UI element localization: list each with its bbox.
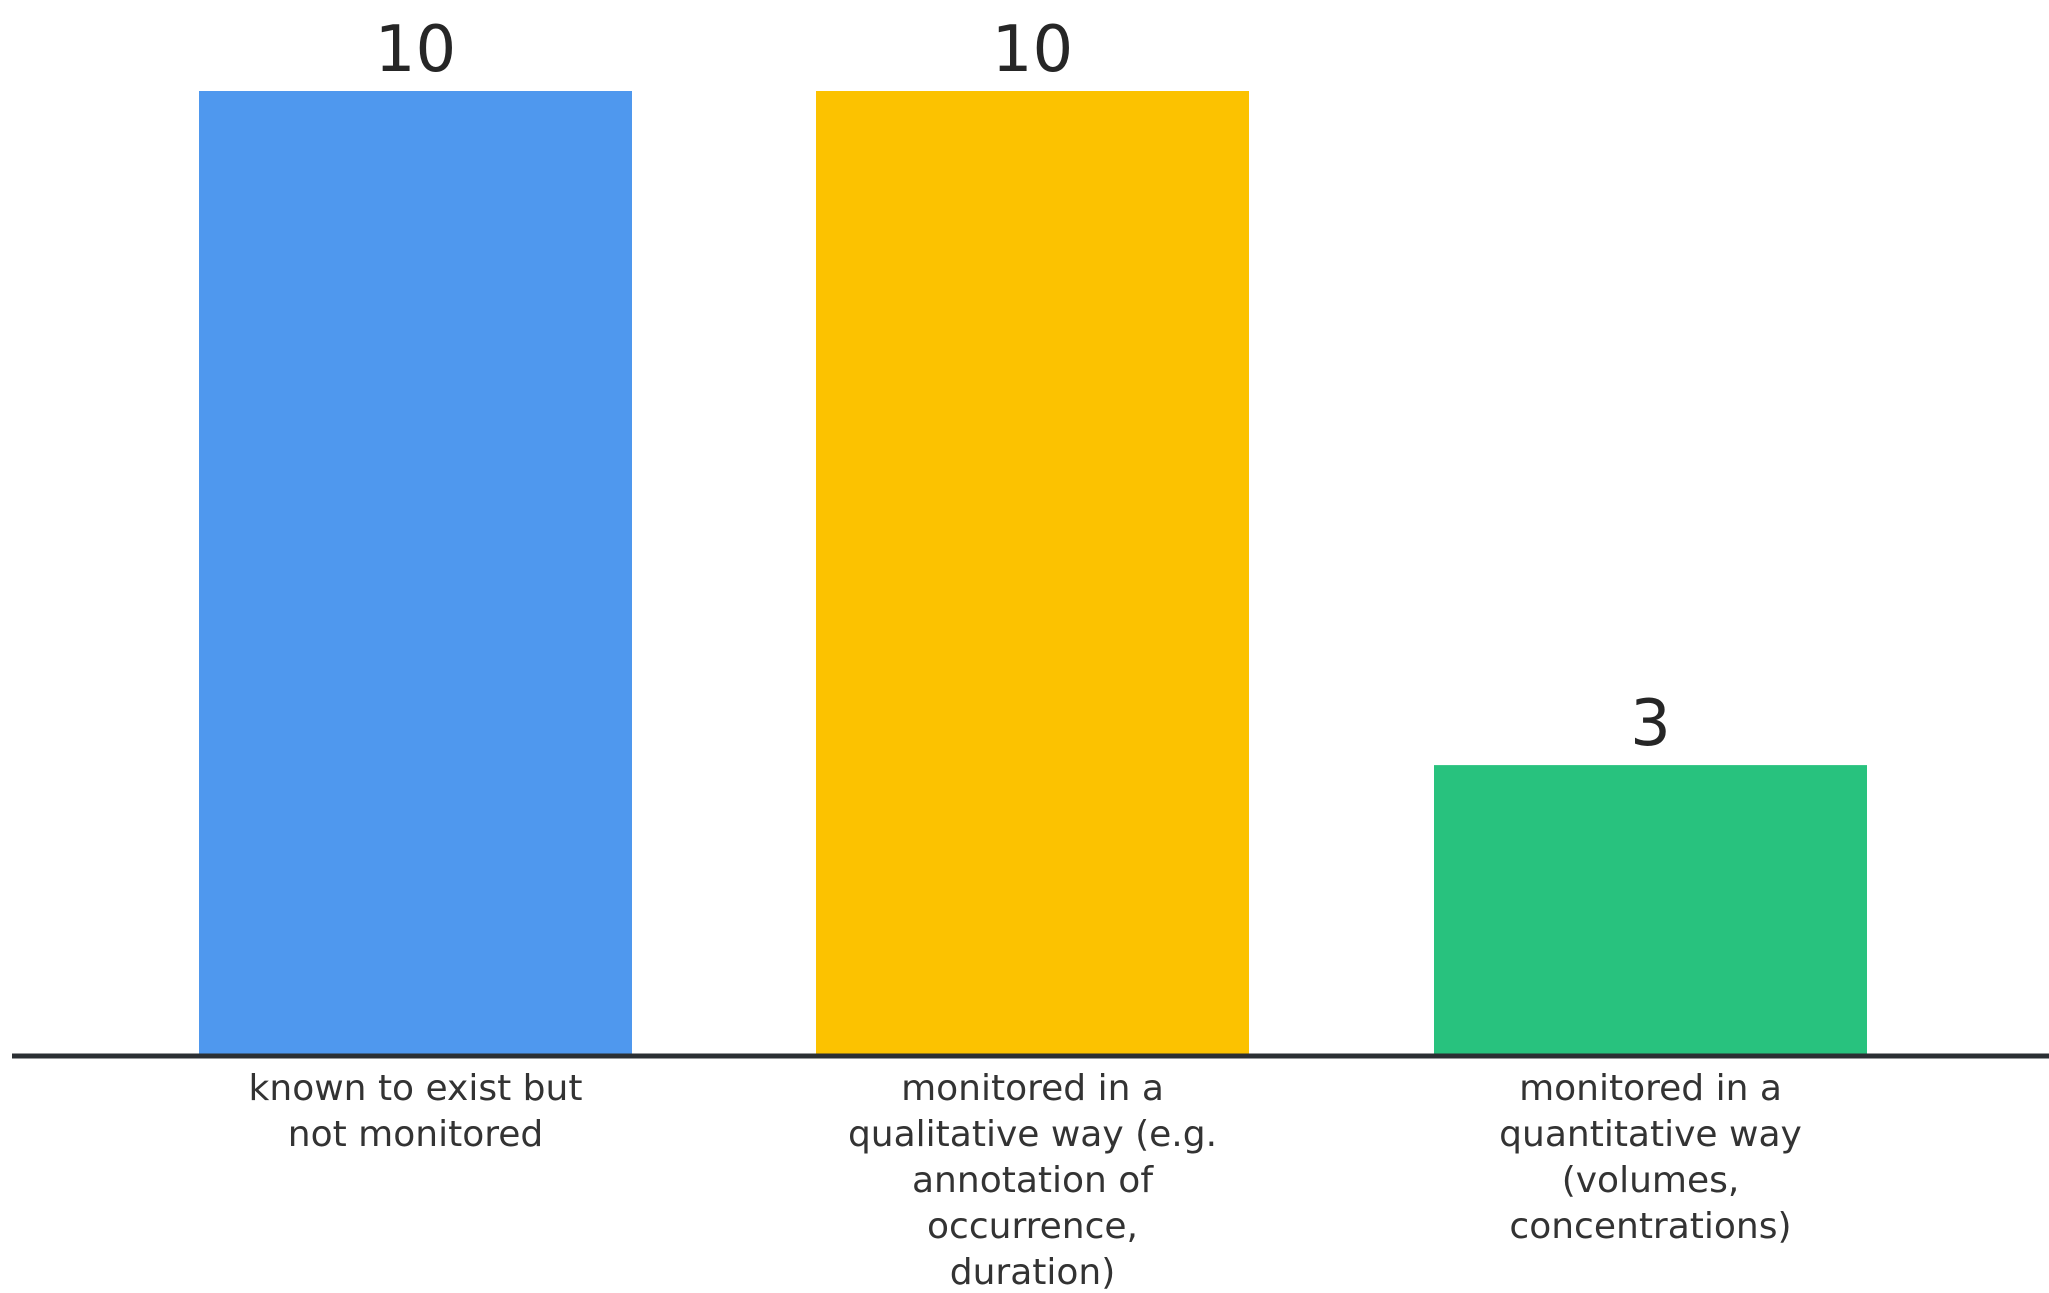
value-label-3: 3 bbox=[1630, 687, 1671, 761]
category-labels-group: known to exist but not monitored monitored… bbox=[249, 1068, 1802, 1293]
category-label-line: concentrations) bbox=[1509, 1206, 1791, 1247]
category-label-2: monitored in a qualitative way (e.g. annot… bbox=[848, 1068, 1217, 1293]
category-label-line: duration) bbox=[950, 1252, 1116, 1293]
category-label-line: qualitative way (e.g. bbox=[848, 1114, 1217, 1155]
value-label-2: 10 bbox=[992, 13, 1073, 87]
category-label-line: monitored in a bbox=[901, 1068, 1164, 1109]
category-label-line: annotation of bbox=[912, 1160, 1154, 1201]
category-label-line: occurrence, bbox=[927, 1206, 1138, 1247]
category-label-line: monitored in a bbox=[1519, 1068, 1782, 1109]
category-label-line: not monitored bbox=[288, 1114, 543, 1155]
bar-1 bbox=[199, 91, 632, 1054]
category-label-line: (volumes, bbox=[1562, 1160, 1740, 1201]
bars-group bbox=[199, 91, 1867, 1054]
category-label-1: known to exist but not monitored bbox=[249, 1068, 583, 1155]
value-label-1: 10 bbox=[375, 13, 456, 87]
category-label-3: monitored in a quantitative way (volumes, c… bbox=[1499, 1068, 1802, 1247]
value-labels-group: 10 10 3 bbox=[375, 13, 1671, 761]
category-label-line: known to exist but bbox=[249, 1068, 583, 1109]
bar-2 bbox=[816, 91, 1249, 1054]
category-label-line: quantitative way bbox=[1499, 1114, 1802, 1155]
bar-3 bbox=[1434, 765, 1867, 1054]
